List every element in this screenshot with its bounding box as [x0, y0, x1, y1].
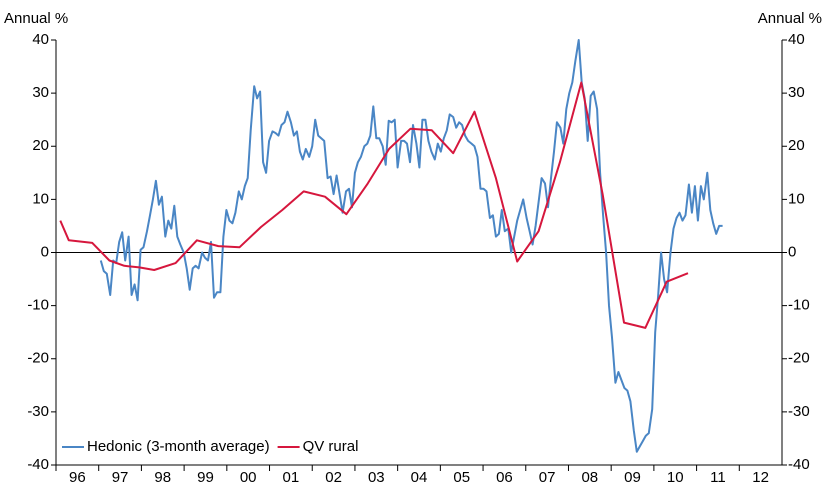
- legend-label: Hedonic (3-month average): [87, 438, 270, 455]
- y-axis-label: Annual %: [4, 10, 68, 27]
- y2-tick-label: -40: [788, 456, 810, 473]
- x-tick-label: 12: [752, 469, 769, 486]
- y2-tick-label: -10: [788, 297, 810, 314]
- x-tick-label: 99: [197, 469, 214, 486]
- y-tick-label: -10: [27, 297, 49, 314]
- y-tick-label: -20: [27, 350, 49, 367]
- series-line: [59, 81, 689, 329]
- x-tick-label: 06: [496, 469, 513, 486]
- y2-tick-label: 0: [788, 243, 796, 260]
- x-tick-label: 00: [240, 469, 257, 486]
- x-tick-label: 07: [539, 469, 556, 486]
- y-tick-label: -40: [27, 456, 49, 473]
- y2-tick-label: -20: [788, 350, 810, 367]
- x-tick-label: 09: [624, 469, 641, 486]
- y-tick-label: -30: [27, 403, 49, 420]
- x-tick-label: 02: [325, 469, 342, 486]
- x-tick-label: 01: [283, 469, 300, 486]
- x-tick-label: 04: [411, 469, 428, 486]
- x-tick-label: 11: [710, 469, 726, 486]
- x-tick-label: 03: [368, 469, 385, 486]
- x-tick-label: 97: [112, 469, 129, 486]
- legend-label: QV rural: [303, 438, 359, 455]
- y2-tick-label: 30: [788, 84, 805, 101]
- x-tick-label: 96: [69, 469, 86, 486]
- x-tick-label: 10: [667, 469, 684, 486]
- y2-tick-label: 40: [788, 31, 805, 48]
- y-tick-label: 40: [32, 31, 49, 48]
- y-tick-label: 0: [41, 243, 49, 260]
- x-tick-label: 05: [453, 469, 470, 486]
- y2-tick-label: 20: [788, 137, 805, 154]
- y-tick-label: 20: [32, 137, 49, 154]
- y-tick-label: 30: [32, 84, 49, 101]
- x-tick-label: 08: [581, 469, 598, 486]
- y2-tick-label: 10: [788, 190, 805, 207]
- y2-tick-label: -30: [788, 403, 810, 420]
- y2-axis-label: Annual %: [758, 10, 822, 27]
- y-tick-label: 10: [32, 190, 49, 207]
- x-tick-label: 98: [154, 469, 171, 486]
- series-line: [99, 39, 723, 453]
